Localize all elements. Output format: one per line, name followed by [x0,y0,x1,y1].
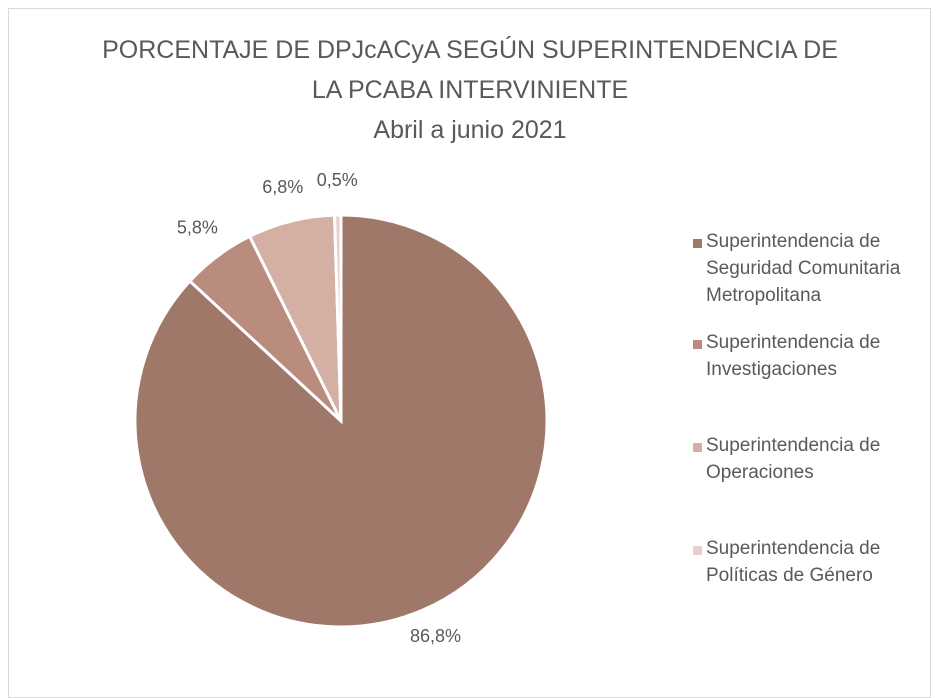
legend-label: Superintendencia de Políticas de Género [706,538,881,586]
pie-slice [133,213,549,629]
chart-subtitle: Abril a junio 2021 [373,116,567,144]
data-label: 6,8% [262,177,303,197]
legend-swatch [693,443,702,452]
chart-title: PORCENTAJE DE DPJcACyA SEGÚN SUPERINTEND… [102,36,838,104]
legend-swatch [693,546,702,555]
pie-slice [332,213,343,422]
legend-swatch [693,239,702,248]
legend-swatch [693,340,702,349]
legend-label: Superintendencia de Operaciones [706,435,881,483]
data-label: 86,8% [410,626,461,646]
data-label: 5,8% [177,217,218,237]
data-label: 0,5% [317,170,358,190]
legend-label: Superintendencia de Investigaciones [706,332,881,380]
legend-label: Superintendencia de Seguridad Comunitari… [706,231,901,306]
